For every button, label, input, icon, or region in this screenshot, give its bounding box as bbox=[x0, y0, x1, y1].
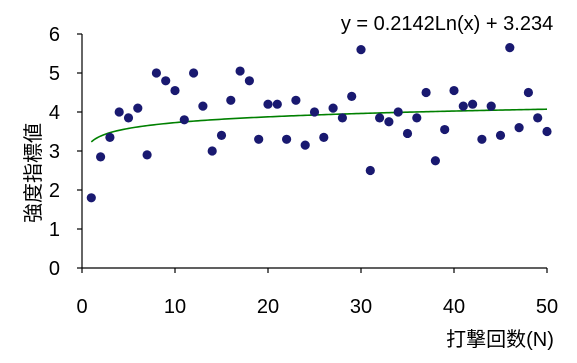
data-point bbox=[272, 99, 282, 109]
data-point bbox=[430, 156, 440, 166]
data-point bbox=[105, 132, 115, 142]
data-point bbox=[393, 107, 403, 117]
data-point bbox=[458, 101, 468, 111]
data-point bbox=[235, 66, 245, 76]
x-tick-label: 20 bbox=[257, 296, 279, 318]
x-tick-label: 0 bbox=[76, 296, 87, 318]
data-point bbox=[123, 113, 134, 123]
data-point bbox=[477, 134, 487, 144]
data-point bbox=[486, 101, 496, 111]
data-point bbox=[114, 107, 124, 117]
data-point bbox=[291, 95, 301, 105]
data-point bbox=[384, 117, 394, 127]
data-point bbox=[356, 45, 366, 55]
data-point bbox=[226, 95, 236, 105]
data-point bbox=[365, 165, 375, 176]
data-point bbox=[161, 76, 171, 86]
data-point bbox=[216, 130, 227, 140]
data-point bbox=[337, 113, 347, 123]
data-point bbox=[375, 113, 385, 123]
data-point bbox=[449, 85, 459, 96]
data-point bbox=[402, 128, 413, 139]
data-points-layer bbox=[86, 43, 552, 203]
trendline bbox=[90, 108, 548, 143]
data-point bbox=[412, 113, 422, 123]
data-point bbox=[189, 68, 199, 78]
data-point bbox=[440, 124, 450, 135]
data-point bbox=[514, 123, 524, 133]
data-point bbox=[170, 85, 180, 96]
data-point bbox=[263, 99, 273, 109]
data-point bbox=[86, 193, 96, 203]
data-point bbox=[151, 68, 161, 78]
y-tick-label: 1 bbox=[49, 219, 60, 241]
data-point bbox=[468, 99, 478, 109]
data-point bbox=[96, 152, 106, 162]
data-point bbox=[495, 130, 506, 140]
x-tick-label: 50 bbox=[536, 296, 558, 318]
y-tick-label: 5 bbox=[49, 63, 60, 85]
data-point bbox=[282, 134, 292, 144]
data-point bbox=[523, 87, 534, 98]
data-point bbox=[133, 103, 143, 113]
data-point bbox=[142, 150, 152, 160]
data-point bbox=[244, 76, 254, 86]
data-point bbox=[309, 107, 320, 117]
x-axis-label: 打撃回数(N) bbox=[446, 328, 554, 351]
data-point bbox=[542, 126, 552, 137]
y-tick-label: 2 bbox=[49, 180, 60, 202]
y-axis-label: 強度指標値 bbox=[22, 123, 45, 223]
x-tick-label: 30 bbox=[350, 296, 372, 318]
x-tick-label: 10 bbox=[164, 296, 186, 318]
data-point bbox=[347, 91, 357, 101]
trendline-layer bbox=[90, 108, 548, 143]
data-point bbox=[300, 140, 310, 150]
y-tick-label: 0 bbox=[49, 258, 60, 280]
x-tick-label: 40 bbox=[443, 296, 465, 318]
axes: 0 1 2 3 4 5 6 0 10 20 30 40 50 bbox=[49, 24, 558, 318]
data-point bbox=[328, 103, 338, 113]
y-tick-label: 3 bbox=[49, 141, 60, 163]
labels-layer: y = 0.2142Ln(x) + 3.234 打撃回数(N) 強度指標値 bbox=[22, 13, 554, 351]
data-point bbox=[421, 87, 431, 98]
data-point bbox=[319, 132, 329, 142]
trendline-equation: y = 0.2142Ln(x) + 3.234 bbox=[341, 13, 553, 35]
y-tick-label: 4 bbox=[49, 102, 60, 124]
data-point bbox=[207, 146, 217, 156]
data-point bbox=[179, 115, 189, 125]
data-point bbox=[533, 113, 543, 123]
y-tick-label: 6 bbox=[49, 24, 60, 46]
data-point bbox=[198, 101, 208, 111]
data-point bbox=[505, 43, 515, 53]
data-point bbox=[254, 134, 264, 144]
